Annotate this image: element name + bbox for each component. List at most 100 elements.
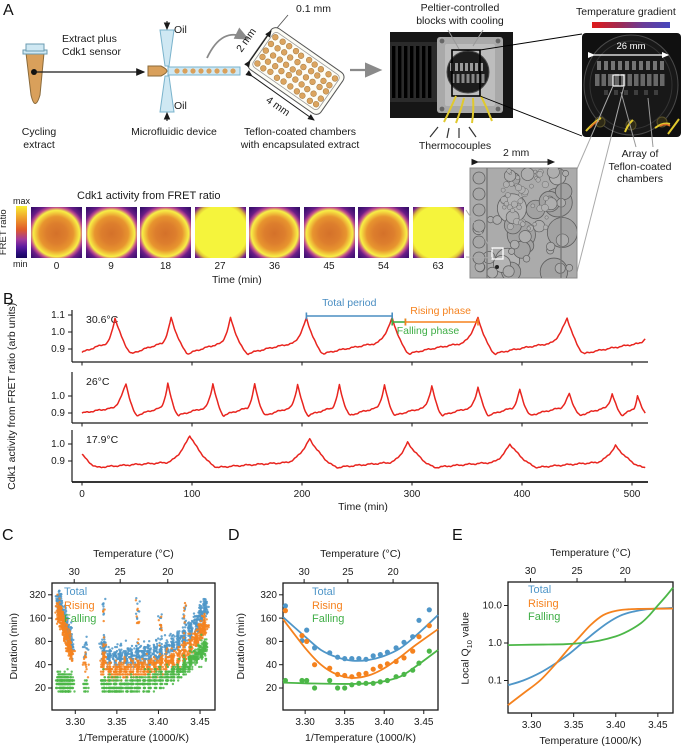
svg-text:30: 30: [69, 567, 81, 578]
legend-total: Total: [528, 584, 552, 596]
svg-text:3.40: 3.40: [149, 717, 169, 728]
fit-rising: [282, 618, 439, 679]
svg-text:500: 500: [624, 489, 641, 500]
svg-text:0: 0: [79, 489, 85, 500]
svg-text:20: 20: [620, 566, 632, 577]
dim-01mm-leader: [276, 14, 289, 29]
peltier-caption: Peltier-controlled blocks with cooling: [416, 2, 504, 27]
svg-text:26°C: 26°C: [86, 376, 110, 388]
oil-top-label: Oil: [174, 24, 187, 36]
svg-text:320: 320: [29, 590, 46, 601]
extract-label-line1: Extract plus: [62, 33, 117, 45]
dim-01mm-label: 0.1 mm: [296, 3, 331, 15]
svg-text:Temperature (°C): Temperature (°C): [93, 548, 174, 560]
fret-cbar-min: min: [13, 259, 28, 269]
svg-text:1.1: 1.1: [51, 310, 65, 321]
thermocouple-wires: [443, 95, 493, 124]
svg-text:3.35: 3.35: [107, 717, 127, 728]
fret-time-axis-label: Time (min): [212, 274, 262, 286]
tube-icon: [22, 43, 48, 104]
svg-text:10.0: 10.0: [483, 601, 503, 612]
droplets: [174, 68, 236, 74]
svg-text:1.0: 1.0: [51, 327, 65, 338]
svg-text:1.0: 1.0: [51, 391, 65, 402]
b-subplot-1: 1.0 0.9 26°C: [51, 372, 648, 427]
fret-zoom-line-1: [465, 209, 493, 251]
svg-text:3.30: 3.30: [522, 720, 542, 731]
micro-zoom-box: [491, 247, 504, 260]
svg-text:Falling phase: Falling phase: [397, 325, 460, 337]
svg-text:400: 400: [514, 489, 531, 500]
svg-text:200: 200: [294, 489, 311, 500]
svg-text:3.35: 3.35: [564, 720, 584, 731]
curve-rising: [507, 607, 674, 706]
zoom-line-top: [479, 33, 583, 51]
transfer-arrow: [206, 27, 250, 59]
legend-rising: Rising: [528, 597, 559, 610]
axes: 30 25 20 Temperature (°C) 3.30 3.35 3.40 3.45 1/…: [260, 548, 439, 744]
svg-text:25: 25: [571, 566, 583, 577]
panel-d-legend: Total Rising Falling: [312, 586, 344, 627]
svg-text:30.6°C: 30.6°C: [86, 314, 119, 326]
points-total: [282, 603, 432, 662]
panel-a-label: A: [3, 2, 14, 19]
fret-time-label: 18: [159, 261, 172, 272]
panel-e-label: E: [452, 527, 463, 544]
heatsink-fins: [392, 46, 432, 98]
points-rising: [282, 608, 432, 680]
legend-falling: Falling: [528, 611, 561, 623]
panel-e-chart: 30 25 20 Temperature (°C) 3.30 3.35 3.40 3.45 Te…: [483, 547, 674, 747]
svg-text:Temperature (°C): Temperature (°C): [550, 547, 631, 559]
peltier-setup-photo: [390, 29, 513, 139]
panel-c-chart: 30 25 20 Temperature (°C) 3.30 3.35 3.40 3.451/…: [29, 548, 216, 744]
svg-text:3.40: 3.40: [606, 720, 626, 731]
dish-zoom-line-2: [575, 85, 625, 277]
svg-text:160: 160: [260, 613, 277, 624]
svg-text:40: 40: [35, 660, 47, 671]
panel-e-legend: Total Rising Falling: [528, 584, 560, 625]
svg-text:40: 40: [266, 660, 278, 671]
svg-text:3.35: 3.35: [335, 717, 355, 728]
b-subplot-2: 1.0 0.9 0 100 200 300 400 500 17.9°C: [51, 430, 648, 500]
svg-text:Total period: Total period: [322, 297, 376, 309]
svg-text:3.40: 3.40: [374, 717, 394, 728]
panel-b-label: B: [3, 291, 14, 308]
panel-c-label: C: [2, 527, 14, 544]
temp-gradient-caption: Temperature gradient: [576, 6, 676, 18]
legend-total: Total: [312, 586, 336, 598]
zoom-line-bottom: [479, 95, 583, 137]
dim-2mm-arrow: [244, 30, 272, 68]
array-leader-1: [620, 91, 637, 148]
fret-time-label: 27: [214, 261, 226, 272]
svg-text:0.9: 0.9: [51, 456, 65, 467]
26mm-label: 26 mm: [616, 41, 645, 52]
microfluidic-device-icon: [147, 21, 241, 121]
dish-zoom-line-1: [576, 85, 614, 170]
dish-chamber-rows: [595, 61, 665, 95]
svg-text:20: 20: [266, 683, 278, 694]
svg-text:Temperature (1000/K): Temperature (1000/K): [539, 735, 641, 747]
svg-text:3.30: 3.30: [295, 717, 315, 728]
svg-text:3.45: 3.45: [648, 720, 668, 731]
microfluidic-caption: Microfluidic device: [131, 126, 217, 138]
svg-text:0.9: 0.9: [51, 408, 65, 419]
svg-text:3.45: 3.45: [414, 717, 434, 728]
microscopy-image: [469, 167, 578, 279]
svg-text:20: 20: [162, 567, 174, 578]
cycling-extract-caption: Cycling extract: [21, 126, 57, 151]
svg-text:17.9°C: 17.9°C: [86, 434, 119, 446]
panel-d-label: D: [228, 527, 240, 544]
svg-text:25: 25: [342, 567, 354, 578]
svg-text:1.0: 1.0: [51, 439, 65, 450]
peltier-leader-2: [472, 29, 484, 47]
fret-frame-27min: [194, 207, 246, 258]
fret-time-label: 36: [268, 261, 281, 272]
fret-frame-9min: [85, 207, 137, 258]
panel-b-chart: 1.1 1.0 0.9 30.6°C 1.0 0.9 26°C 1.0 0.9 0 100 200 30…: [51, 297, 648, 513]
svg-text:1/Temperature (1000/K): 1/Temperature (1000/K): [78, 732, 189, 744]
points-falling: [282, 648, 432, 691]
svg-text:0.9: 0.9: [51, 344, 65, 355]
peltier-leader-1: [447, 29, 460, 50]
fret-frame-45min: [303, 207, 355, 258]
